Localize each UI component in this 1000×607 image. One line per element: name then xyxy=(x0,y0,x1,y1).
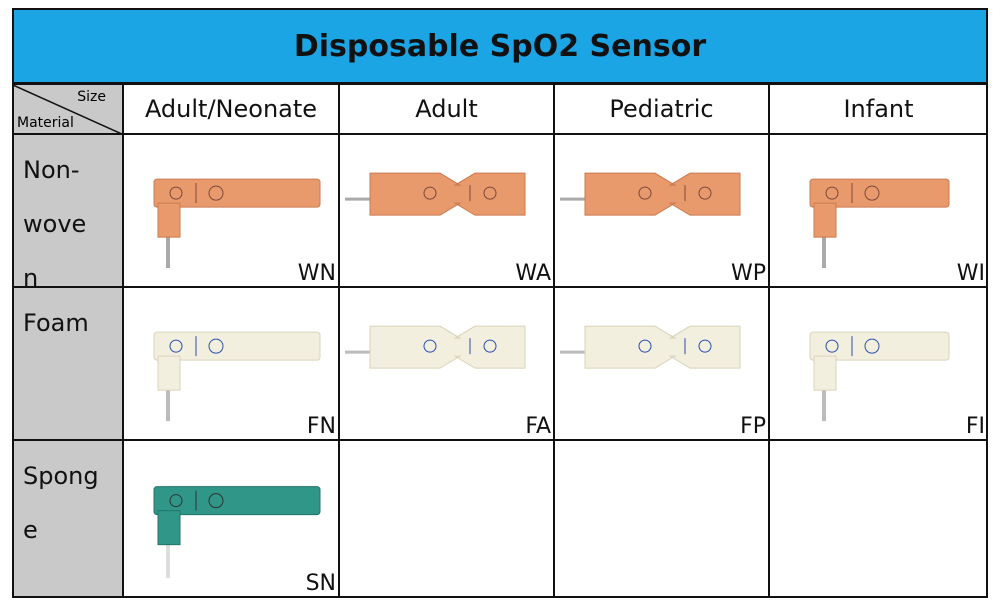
sensor-part xyxy=(864,338,880,354)
diagonal xyxy=(13,85,124,135)
sensor-part xyxy=(423,186,437,200)
sensor-image xyxy=(560,172,741,216)
sensor-part xyxy=(369,325,526,369)
sensor-image xyxy=(153,331,321,421)
sensor-part xyxy=(169,186,183,200)
sensor-part xyxy=(813,202,837,238)
column-header: Adult/Neonate xyxy=(123,84,339,134)
sensor-part xyxy=(157,202,181,238)
sensor-part xyxy=(483,339,497,353)
column-label: Infant xyxy=(843,95,914,123)
sensor-part xyxy=(369,172,526,216)
sensor-image xyxy=(809,331,950,421)
product-code: FA xyxy=(525,414,551,439)
product-cell: WI xyxy=(769,134,988,287)
product-code: WA xyxy=(515,261,551,286)
material-cell: Non-woven xyxy=(12,134,123,292)
sensor-part xyxy=(169,494,183,508)
column-header: Pediatric xyxy=(554,84,769,134)
sensor-part xyxy=(698,186,712,200)
product-cell xyxy=(339,440,554,597)
sensor-part xyxy=(157,355,181,391)
sensor-image xyxy=(345,172,526,216)
product-code: FN xyxy=(306,414,336,439)
product-code: WI xyxy=(956,261,985,286)
product-cell: WP xyxy=(554,134,769,287)
sensor-part xyxy=(169,339,183,353)
column-label: Pediatric xyxy=(609,95,714,123)
product-cell: SN xyxy=(123,440,339,597)
frame xyxy=(12,8,988,598)
corner-size: Size xyxy=(77,89,106,105)
sensor-image xyxy=(809,178,950,268)
sensor-part xyxy=(423,339,437,353)
product-cell xyxy=(554,440,769,597)
sensor-part xyxy=(483,186,497,200)
product-cell xyxy=(769,440,988,597)
title-bar: Disposable SpO2 Sensor xyxy=(12,8,988,84)
material-label: Sponge xyxy=(23,462,99,544)
sensor-part xyxy=(825,186,839,200)
column-header: Infant xyxy=(769,84,988,134)
product-code: FP xyxy=(740,414,766,439)
product-cell: WN xyxy=(123,134,339,287)
sensor-part xyxy=(638,339,652,353)
column-label: Adult xyxy=(415,95,478,123)
column-header: Adult xyxy=(339,84,554,134)
sensor-part xyxy=(208,338,224,354)
product-code: WP xyxy=(730,261,766,286)
material-cell: Foam xyxy=(12,287,123,440)
corner-cell: Size Material xyxy=(12,84,124,135)
column-label: Adult/Neonate xyxy=(144,95,318,123)
product-cell: FI xyxy=(769,287,988,440)
sensor-part xyxy=(208,493,224,509)
product-code: WN xyxy=(297,261,336,286)
title: Disposable SpO2 Sensor xyxy=(293,28,707,64)
product-cell: FN xyxy=(123,287,339,440)
corner-material: Material xyxy=(17,115,74,131)
sensor-part xyxy=(638,186,652,200)
sensor-part xyxy=(813,355,837,391)
sensor-part xyxy=(157,510,181,546)
sensor-part xyxy=(584,172,741,216)
sensor-part xyxy=(825,339,839,353)
sensor-part xyxy=(584,325,741,369)
sensor-image xyxy=(560,325,741,369)
material-label: Foam xyxy=(23,309,89,337)
sensor-image xyxy=(153,486,321,578)
sensor-part xyxy=(698,339,712,353)
sensor-part xyxy=(208,185,224,201)
product-code: FI xyxy=(965,414,985,439)
sensor-part xyxy=(864,185,880,201)
product-code: SN xyxy=(305,571,336,596)
sensor-image xyxy=(153,178,321,268)
sensor-image xyxy=(345,325,526,369)
product-cell: FA xyxy=(339,287,554,440)
material-cell: Sponge xyxy=(12,440,123,597)
product-cell: WA xyxy=(339,134,554,287)
material-label: Non-woven xyxy=(23,156,87,292)
product-cell: FP xyxy=(554,287,769,440)
